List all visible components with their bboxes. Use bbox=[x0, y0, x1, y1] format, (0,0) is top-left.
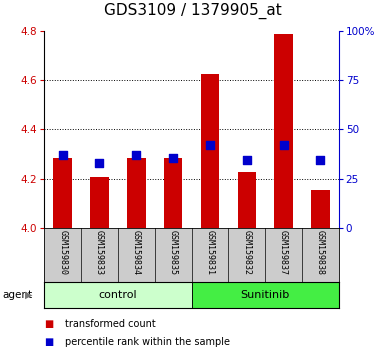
Point bbox=[317, 157, 323, 163]
Bar bbox=[90, 177, 109, 228]
Text: ■: ■ bbox=[44, 337, 54, 347]
Text: percentile rank within the sample: percentile rank within the sample bbox=[65, 337, 231, 347]
Text: ■: ■ bbox=[44, 319, 54, 329]
Text: control: control bbox=[99, 290, 137, 300]
Point bbox=[133, 152, 139, 158]
Text: GSM159831: GSM159831 bbox=[206, 230, 214, 275]
Text: transformed count: transformed count bbox=[65, 319, 156, 329]
Text: Sunitinib: Sunitinib bbox=[241, 290, 290, 300]
Text: GSM159833: GSM159833 bbox=[95, 230, 104, 275]
Point bbox=[96, 160, 102, 165]
Bar bbox=[127, 158, 146, 228]
Bar bbox=[44, 282, 192, 308]
Text: agent: agent bbox=[2, 290, 32, 300]
Text: GSM159837: GSM159837 bbox=[279, 230, 288, 275]
Bar bbox=[192, 282, 339, 308]
Bar bbox=[54, 158, 72, 228]
Point bbox=[244, 157, 250, 163]
Text: ▶: ▶ bbox=[25, 290, 33, 300]
Bar bbox=[201, 74, 219, 228]
Point bbox=[170, 155, 176, 161]
Point bbox=[60, 152, 66, 158]
Point bbox=[207, 143, 213, 148]
Point bbox=[281, 143, 287, 148]
Bar bbox=[164, 158, 182, 228]
Text: GSM159834: GSM159834 bbox=[132, 230, 141, 275]
Bar bbox=[275, 34, 293, 228]
Text: GSM159832: GSM159832 bbox=[242, 230, 251, 275]
Bar bbox=[238, 172, 256, 228]
Text: GDS3109 / 1379905_at: GDS3109 / 1379905_at bbox=[104, 3, 281, 19]
Bar bbox=[311, 189, 330, 228]
Text: GSM159835: GSM159835 bbox=[169, 230, 177, 275]
Text: GSM159838: GSM159838 bbox=[316, 230, 325, 275]
Text: GSM159830: GSM159830 bbox=[58, 230, 67, 275]
